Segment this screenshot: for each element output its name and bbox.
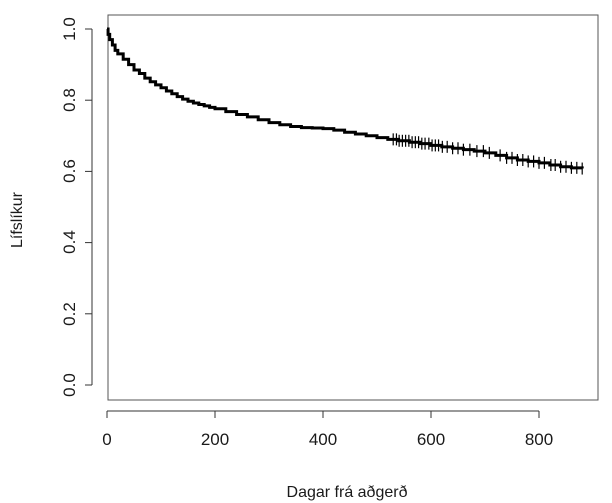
y-tick-label-0.8: 0.8 — [60, 88, 79, 112]
y-tick-label-0.0: 0.0 — [60, 373, 79, 397]
y-tick-label-1.0: 1.0 — [60, 17, 79, 41]
x-tick-label-600: 600 — [417, 430, 445, 449]
x-tick-label-800: 800 — [525, 430, 553, 449]
x-axis-title: Dagar frá aðgerð — [287, 484, 408, 501]
y-tick-labels: 0.0 0.2 0.4 0.6 0.8 1.0 — [60, 17, 79, 397]
x-tick-label-0: 0 — [102, 430, 111, 449]
y-tick-label-0.6: 0.6 — [60, 159, 79, 183]
y-tick-label-0.2: 0.2 — [60, 302, 79, 326]
y-axis-title: Lífslíkur — [9, 191, 26, 248]
y-tick-label-0.4: 0.4 — [60, 230, 79, 254]
plot-frame — [107, 14, 599, 401]
plot-area — [85, 14, 599, 418]
x-tick-label-400: 400 — [309, 430, 337, 449]
x-tick-labels: 0 200 400 600 800 — [102, 430, 553, 449]
x-tick-label-200: 200 — [201, 430, 229, 449]
survival-curve — [106, 27, 584, 170]
